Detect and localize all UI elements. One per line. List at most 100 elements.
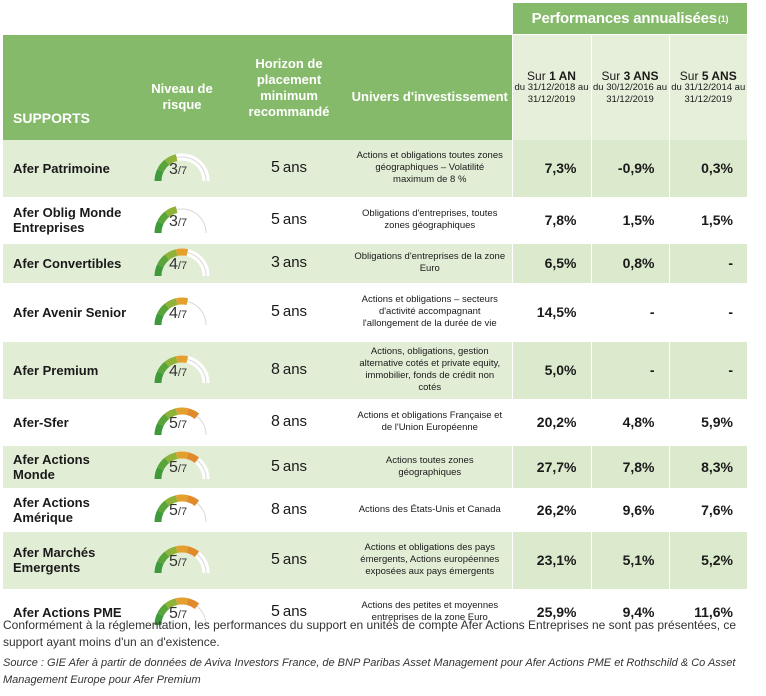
header-supports: SUPPORTS: [3, 35, 134, 140]
table-header-row: SUPPORTS Niveau de risque Horizon de pla…: [3, 35, 747, 140]
horizon-cell: 8 ans: [230, 341, 348, 400]
table-row: Afer Actions PME 5/7 5 ans Actions des petit…: [3, 589, 747, 636]
risk-segment: [186, 597, 200, 609]
risk-segment: [154, 370, 164, 383]
risk-segment: [157, 500, 170, 514]
horizon-value: 3: [270, 254, 280, 271]
risk-level-text: 5/7: [169, 415, 187, 433]
support-name: Afer Avenir Senior: [3, 283, 134, 342]
risk-arc-icon: [154, 407, 210, 435]
risk-level: 4: [169, 304, 178, 322]
risk-segment: [154, 560, 164, 573]
risk-segment: [175, 355, 189, 363]
risk-max: /7: [177, 506, 188, 518]
perf-5ans: -: [668, 341, 747, 400]
regulatory-note: Conformément à la réglementation, les pe…: [3, 618, 737, 649]
horizon-value: 8: [270, 413, 280, 430]
header-perf-3ans: Sur 3 ANS du 30/12/2016 au 31/12/2019: [590, 35, 669, 140]
univers-text: Actions toutes zones géographiques: [348, 445, 512, 489]
perf-5ans: 1,5%: [668, 197, 747, 244]
perf-1an: 14,5%: [511, 283, 591, 342]
header-perf-5ans-range: du 31/12/2014 au 31/12/2019: [671, 81, 746, 105]
risk-arc-icon: [154, 205, 210, 233]
risk-segment: [164, 297, 178, 309]
perf-1an: 5,0%: [511, 341, 591, 400]
support-name: Afer Premium: [3, 341, 134, 400]
support-name: Afer Oblig Monde Entreprises: [3, 197, 134, 244]
horizon-cell: 5 ans: [230, 531, 348, 590]
horizon-cell: 5 ans: [230, 283, 348, 342]
support-name: Afer-Sfer: [3, 399, 134, 446]
risk-level-text: 5/7: [169, 605, 187, 623]
risk-segment: [186, 545, 200, 557]
risk-segment: [175, 494, 189, 503]
risk-segment: [154, 510, 164, 523]
risk-level-text: 4/7: [169, 256, 187, 274]
risk-segment: [154, 312, 164, 325]
perf-5ans: -: [668, 243, 747, 284]
risk-gauge-cell: 5/7: [134, 445, 230, 489]
perf-1an: 23,1%: [511, 531, 591, 590]
horizon-cell: 8 ans: [230, 488, 348, 532]
horizon-value: 8: [270, 500, 280, 518]
perf-3ans: -: [590, 341, 669, 400]
univers-text: Actions et obligations des pays émergent…: [348, 531, 512, 590]
risk-gauge: 5/7: [151, 593, 213, 627]
header-perf-1an-range: du 31/12/2018 au 31/12/2019: [514, 81, 589, 105]
risk-segment: [154, 467, 164, 480]
horizon-unit: ans: [282, 303, 308, 320]
support-name: Afer Convertibles: [3, 243, 134, 284]
perf-3ans: 9,4%: [590, 589, 669, 636]
risk-arc-icon: [154, 297, 210, 325]
table-row: Afer Actions Amérique 5/7 8 ans Actions des …: [3, 488, 747, 532]
table-row: Afer Avenir Senior 4/7 5 ans Actions et obli…: [3, 283, 747, 342]
horizon-value: 5: [270, 603, 280, 620]
risk-level-text: 5/7: [169, 502, 187, 520]
support-name: Afer Patrimoine: [3, 140, 134, 198]
perf-3ans: 9,6%: [590, 488, 669, 532]
univers-text: Actions et obligations Française et de l…: [348, 399, 512, 446]
risk-gauge-cell: 4/7: [134, 243, 230, 284]
risk-segment: [175, 545, 189, 553]
risk-segment: [164, 153, 178, 165]
horizon-cell: 5 ans: [230, 445, 348, 489]
risk-gauge-cell: 4/7: [134, 283, 230, 342]
horizon-cell: 5 ans: [230, 140, 348, 198]
risk-arc-icon: [154, 355, 210, 383]
table-row: Afer Patrimoine 3/7 5 ans Actions et obligat…: [3, 140, 747, 198]
horizon-unit: ans: [282, 500, 308, 518]
risk-level-text: 3/7: [169, 161, 187, 179]
risk-segment: [157, 551, 170, 564]
table-row: Afer Convertibles 4/7 3 ans Obligations d'en…: [3, 243, 747, 284]
perf-5ans: 5,9%: [668, 399, 747, 446]
horizon-cell: 5 ans: [230, 197, 348, 244]
support-name: Afer Marchés Emergents: [3, 531, 134, 590]
perf-1an: 20,2%: [511, 399, 591, 446]
header-perf-1an-label: 1 AN: [549, 68, 576, 83]
univers-text: Obligations d'entreprises, toutes zones …: [348, 197, 512, 244]
horizon-value: 8: [270, 361, 280, 378]
risk-segment: [164, 355, 178, 367]
header-univers: Univers d'investissement: [348, 35, 512, 140]
risk-segment: [157, 254, 170, 267]
risk-gauge-cell: 3/7: [134, 197, 230, 244]
risk-arc-icon: [154, 597, 210, 625]
horizon-unit: ans: [282, 457, 308, 475]
horizon-unit: ans: [282, 603, 308, 620]
risk-gauge-cell: 5/7: [134, 531, 230, 590]
risk-level: 3: [169, 212, 178, 230]
risk-segment: [164, 545, 178, 557]
risk-segment: [157, 361, 170, 374]
perf-3ans: -: [590, 283, 669, 342]
risk-arc-icon: [154, 153, 210, 181]
support-name: Afer Actions PME: [3, 589, 134, 636]
header-perf-3ans-label: 3 ANS: [623, 68, 659, 83]
risk-level: 4: [169, 362, 178, 380]
risk-segment: [154, 168, 164, 181]
risk-gauge-cell: 5/7: [134, 399, 230, 446]
horizon-value: 5: [270, 211, 280, 228]
risk-level: 5: [169, 414, 178, 432]
header-perf-3ans-range: du 30/12/2016 au 31/12/2019: [593, 81, 667, 105]
risk-gauge: 4/7: [151, 293, 213, 327]
risk-gauge-cell: 3/7: [134, 140, 230, 198]
